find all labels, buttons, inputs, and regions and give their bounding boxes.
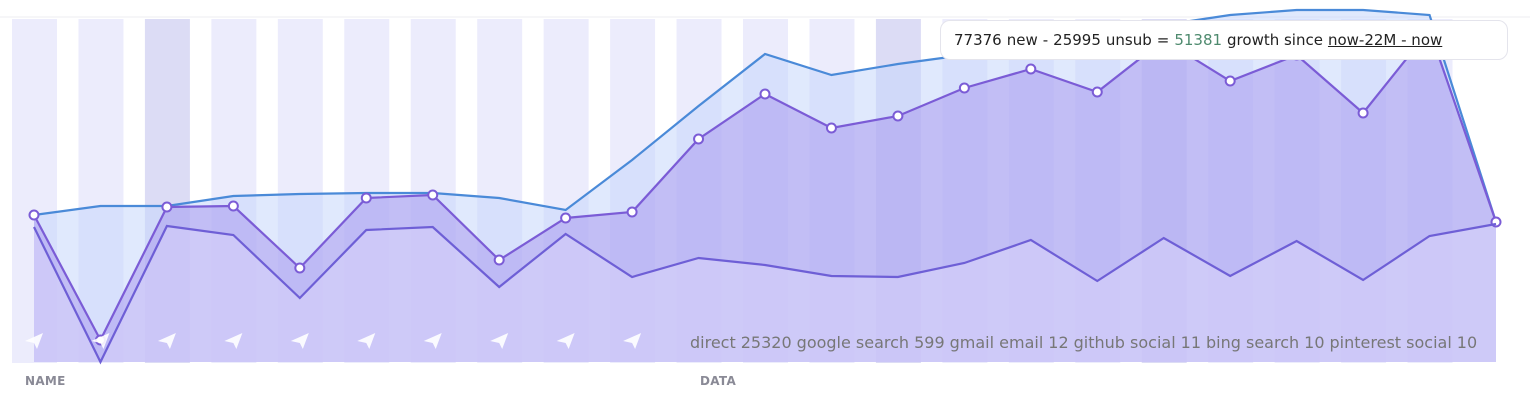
- source-icon: [423, 333, 442, 349]
- source-count[interactable]: 11: [1180, 333, 1202, 352]
- point: [493, 254, 505, 266]
- source-name[interactable]: pinterest social: [1329, 333, 1452, 352]
- data-header[interactable]: DATA: [700, 374, 737, 388]
- line: [33, 8, 1498, 223]
- growth-tooltip: 77376 new - 25995 unsub = 51381 growth s…: [940, 20, 1508, 60]
- point: [892, 110, 904, 122]
- source-icon: [157, 333, 176, 349]
- source-count[interactable]: 599: [914, 333, 945, 352]
- source-name[interactable]: google search: [796, 333, 910, 352]
- point: [626, 206, 638, 218]
- point: [1025, 63, 1037, 75]
- point: [161, 201, 173, 213]
- growth-count: 51381: [1174, 31, 1223, 49]
- line: [33, 222, 1497, 365]
- source-name[interactable]: gmail email: [949, 333, 1044, 352]
- source-icon: [490, 333, 509, 349]
- growth-label: growth since: [1227, 31, 1323, 49]
- new-count: 77376: [954, 31, 1002, 49]
- source-name[interactable]: direct: [690, 333, 736, 352]
- source-icon: [556, 333, 575, 349]
- unsub-count: 25995: [1053, 31, 1101, 49]
- source-icon: [224, 333, 243, 349]
- source-name[interactable]: bing search: [1206, 333, 1300, 352]
- point: [227, 200, 239, 212]
- source-count[interactable]: 10: [1304, 333, 1325, 352]
- point: [1224, 75, 1236, 87]
- source-count[interactable]: 10: [1456, 333, 1478, 352]
- new-label: new: [1006, 31, 1038, 49]
- source-count[interactable]: 12: [1048, 333, 1069, 352]
- point: [560, 212, 572, 224]
- point: [958, 82, 970, 94]
- point: [294, 262, 306, 274]
- point: [693, 133, 705, 145]
- point: [759, 88, 771, 100]
- point: [427, 189, 439, 201]
- unsub-label: unsub: [1105, 31, 1152, 49]
- source-icon: [290, 333, 309, 349]
- point: [1357, 107, 1369, 119]
- point: [825, 122, 837, 134]
- source-icon: [357, 333, 376, 349]
- point: [360, 192, 372, 204]
- source-icon: [25, 333, 43, 349]
- point: [1091, 86, 1103, 98]
- name-header[interactable]: NAME: [25, 374, 66, 388]
- time-range[interactable]: now-22M - now: [1327, 31, 1443, 49]
- minus: -: [1042, 31, 1049, 49]
- source-name[interactable]: github social: [1073, 333, 1176, 352]
- sources: direct 25320 google search 599 gmail email 12…: [690, 333, 1482, 352]
- area: [34, 224, 1496, 362]
- source-icon: [91, 333, 110, 349]
- source-icon: [623, 333, 642, 349]
- point: [28, 209, 40, 221]
- source-count[interactable]: 25320: [740, 333, 792, 352]
- equals: =: [1156, 31, 1170, 49]
